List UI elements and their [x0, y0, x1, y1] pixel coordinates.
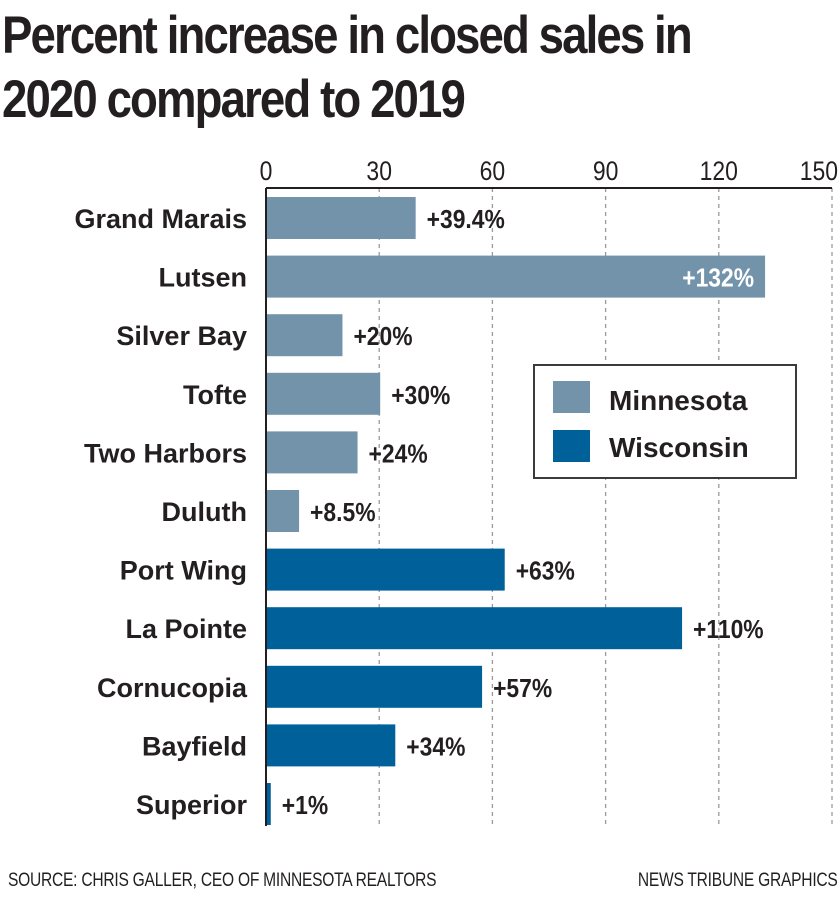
category-label: Duluth: [162, 497, 247, 527]
legend-label-wisconsin: Wisconsin: [609, 432, 749, 463]
x-axis-ticks: 0 30 60 90 120 150: [260, 156, 838, 186]
chart-title-line-1: Percent increase in closed sales in: [2, 6, 693, 65]
bar: [267, 314, 343, 357]
category-label: Cornucopia: [97, 673, 248, 703]
value-label: +24%: [369, 440, 428, 469]
value-labels: +39.4% +132% +20% +30% +24% +8.5% +63% +110% +57…: [282, 206, 764, 821]
x-tick-label: 60: [480, 156, 506, 186]
category-label: Bayfield: [142, 731, 247, 761]
value-label: +57%: [493, 675, 552, 704]
bar: [267, 783, 271, 825]
category-label: Superior: [136, 790, 248, 820]
bar: [267, 548, 505, 591]
bar: [267, 255, 766, 298]
value-label: +110%: [693, 616, 764, 645]
value-label: +1%: [282, 792, 329, 821]
category-label: La Pointe: [125, 614, 247, 644]
x-tick-label: 150: [800, 156, 838, 186]
category-label: Tofte: [183, 380, 247, 410]
x-tick-label: 30: [366, 156, 392, 186]
category-label: Grand Marais: [74, 204, 247, 234]
value-label: +132%: [682, 264, 754, 293]
graphics-credit: NEWS TRIBUNE GRAPHICS: [638, 870, 838, 891]
category-label: Silver Bay: [116, 321, 247, 351]
bar: [267, 431, 358, 474]
legend-swatch-minnesota: [553, 381, 590, 413]
bar: [267, 665, 483, 708]
bars: [267, 197, 766, 825]
legend: Minnesota Wisconsin: [533, 364, 797, 479]
category-labels: Grand Marais Lutsen Silver Bay Tofte Two Har…: [74, 204, 248, 820]
bar: [267, 372, 381, 415]
bar: [267, 197, 416, 239]
source-note: SOURCE: CHRIS GALLER, CEO OF MINNESOTA R…: [8, 870, 437, 891]
bar: [267, 724, 396, 767]
legend-swatch-wisconsin: [553, 430, 590, 462]
value-label: +8.5%: [310, 499, 376, 528]
category-label: Lutsen: [158, 263, 247, 293]
x-tick-label: 0: [260, 156, 273, 186]
bar: [267, 607, 683, 650]
x-tick-label: 120: [700, 156, 738, 186]
value-label: +30%: [391, 382, 450, 411]
x-tick-label: 90: [593, 156, 619, 186]
value-label: +39.4%: [427, 206, 505, 235]
legend-label-minnesota: Minnesota: [609, 385, 748, 416]
chart-title-line-2: 2020 compared to 2019: [2, 70, 466, 129]
bar: [267, 490, 300, 532]
value-label: +63%: [516, 557, 575, 586]
category-label: Port Wing: [120, 556, 247, 586]
category-label: Two Harbors: [84, 438, 247, 468]
value-label: +34%: [406, 733, 465, 762]
value-label: +20%: [353, 323, 412, 352]
chart-title: Percent increase in closed sales in 2020…: [2, 4, 724, 132]
